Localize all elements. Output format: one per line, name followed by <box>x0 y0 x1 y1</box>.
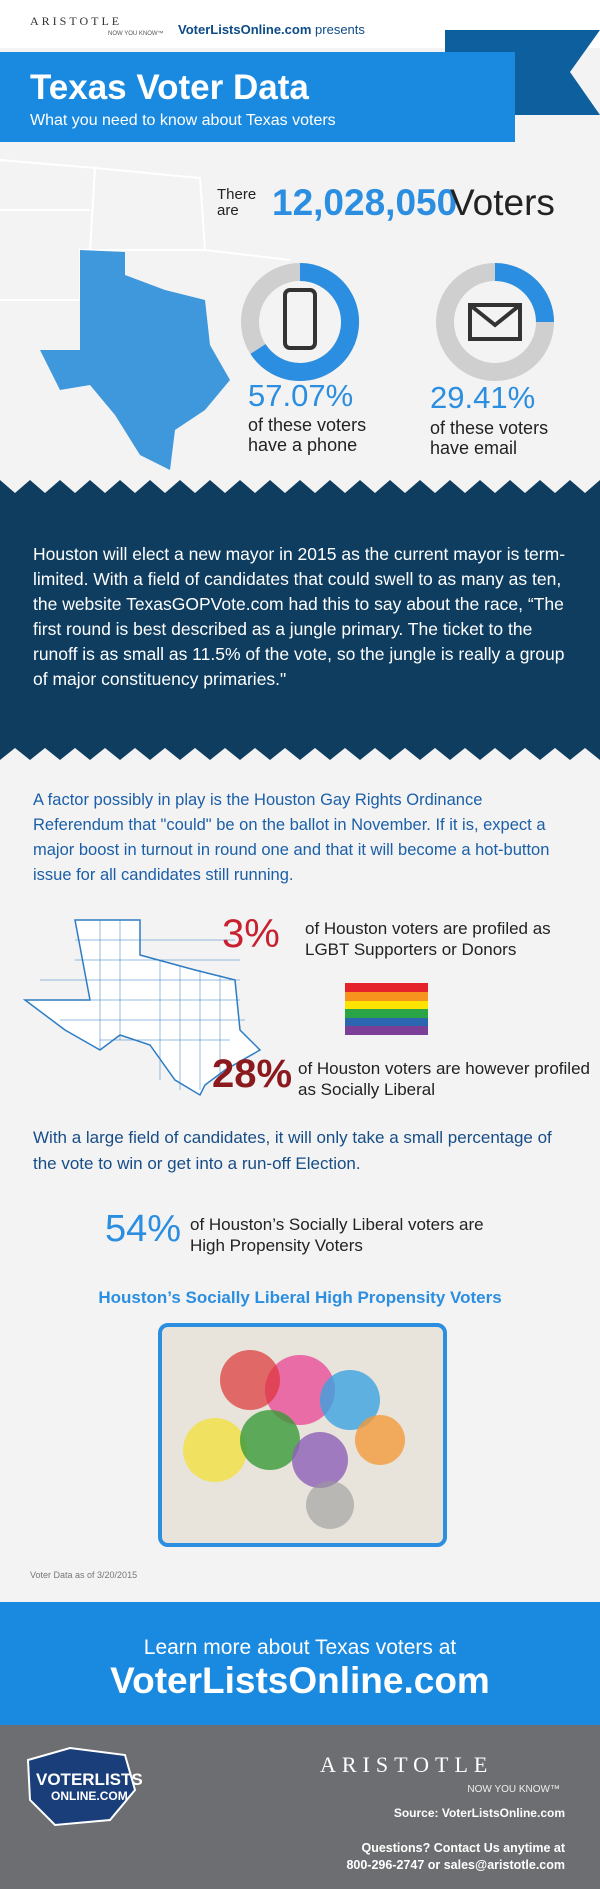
field-paragraph: With a large field of candidates, it wil… <box>33 1128 552 1173</box>
email-percent: 29.41% <box>430 380 536 415</box>
note: Voter Data as of 3/20/2015 <box>30 1570 138 1580</box>
liberal-percent: 28% <box>212 1052 293 1096</box>
source: Source: VoterListsOnline.com <box>393 1806 565 1820</box>
voters-prefix: There are <box>217 187 256 219</box>
title: Texas Voter Data <box>30 68 309 107</box>
liberal-text: of Houston voters are however profiled a… <box>298 1059 590 1099</box>
phone-text: of these voters <box>248 415 367 435</box>
logo-text: ONLINE.COM <box>51 1789 128 1803</box>
map-title: Houston’s Socially Liberal High Propensi… <box>98 1288 502 1307</box>
quote-paragraph: Houston will elect a new mayor in 2015 a… <box>33 544 566 689</box>
brand: ARISTOTLE <box>30 14 123 28</box>
logo-text: VOTERLISTS <box>36 1770 143 1789</box>
contact: Questions? Contact Us anytime at <box>361 1841 565 1855</box>
referendum-paragraph: A factor possibly in play is the Houston… <box>33 791 550 884</box>
email-text: of these voters <box>430 418 549 438</box>
email-text: have email <box>430 438 518 458</box>
voters-label: Voters <box>450 182 555 223</box>
subtitle: What you need to know about Texas voters <box>30 112 336 129</box>
tagline: NOW YOU KNOW™ <box>108 31 164 37</box>
presenter: VoterListsOnline.com <box>178 22 312 37</box>
presents: presents <box>315 22 365 37</box>
cta-link[interactable]: VoterListsOnline.com <box>110 1660 490 1701</box>
lgbt-percent: 3% <box>222 912 280 956</box>
phone-text: have a phone <box>248 435 358 455</box>
phone-percent: 57.07% <box>248 378 354 413</box>
contact[interactable]: 800-296-2747 or sales@aristotle.com <box>346 1858 565 1872</box>
prefix: are <box>217 202 239 219</box>
prefix: There <box>217 186 257 203</box>
voter-count: 12,028,050 <box>272 182 458 223</box>
propensity-percent: 54% <box>105 1208 182 1250</box>
lgbt-text: of Houston voters are profiled as LGBT S… <box>305 919 551 959</box>
footer-tagline: NOW YOU KNOW™ <box>467 1784 560 1795</box>
cta-text: Learn more about Texas voters at <box>143 1636 457 1659</box>
propensity-text: of Houston’s Socially Liberal voters are… <box>190 1215 484 1255</box>
footer-brand: ARISTOTLE <box>320 1752 494 1777</box>
